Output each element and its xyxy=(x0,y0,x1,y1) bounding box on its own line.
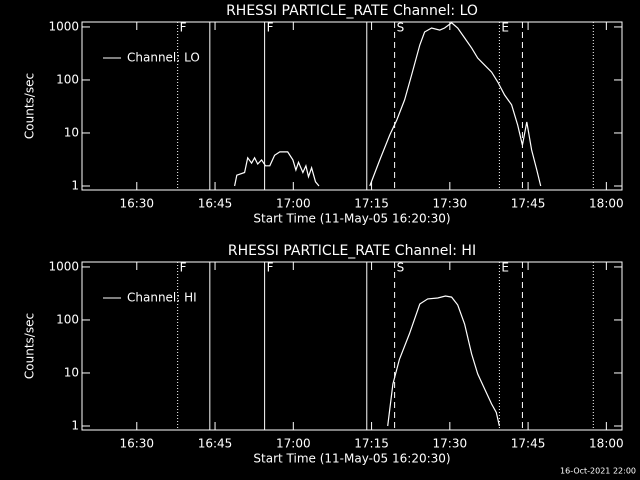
x-tick-label: 16:30 xyxy=(119,437,154,451)
x-tick-label: 17:00 xyxy=(276,437,311,451)
x-tick-label: 16:45 xyxy=(198,197,233,211)
marker-label: F xyxy=(267,21,274,35)
x-tick-label: 17:15 xyxy=(354,197,389,211)
chart-title: RHESSI PARTICLE_RATE Channel: LO xyxy=(226,3,478,19)
data-line xyxy=(369,22,542,187)
plot-frame xyxy=(81,261,623,431)
x-tick-label: 17:00 xyxy=(276,197,311,211)
marker-label: F xyxy=(267,261,274,275)
y-tick-label: 1000 xyxy=(48,19,79,33)
y-tick-label: 10 xyxy=(64,125,79,139)
y-tick-label: 10 xyxy=(64,365,79,379)
y-axis-label: Counts/sec xyxy=(23,313,37,379)
x-tick-label: 17:15 xyxy=(354,437,389,451)
y-axis-label: Counts/sec xyxy=(23,73,37,139)
y-tick-label: 1 xyxy=(71,418,79,432)
x-tick-label: 18:00 xyxy=(589,197,624,211)
x-axis-label: Start Time (11-May-05 16:20:30) xyxy=(253,452,450,466)
y-tick-label: 100 xyxy=(56,312,79,326)
marker-label: F xyxy=(180,261,187,275)
marker-label: S xyxy=(397,21,405,35)
marker-label: S xyxy=(397,261,405,275)
legend-label: Channel: HI xyxy=(127,291,197,305)
x-tick-label: 16:30 xyxy=(119,197,154,211)
footer-timestamp: 16-Oct-2021 22:00 xyxy=(560,467,636,476)
y-tick-label: 1 xyxy=(71,178,79,192)
data-line xyxy=(387,295,500,427)
y-tick-label: 1000 xyxy=(48,259,79,273)
x-tick-label: 16:45 xyxy=(198,437,233,451)
x-tick-label: 17:30 xyxy=(433,437,468,451)
marker-label: E xyxy=(501,261,509,275)
data-line xyxy=(234,151,320,187)
plot-frame xyxy=(81,21,623,191)
marker-label: E xyxy=(501,21,509,35)
chart-title: RHESSI PARTICLE_RATE Channel: HI xyxy=(228,243,476,259)
x-tick-label: 17:45 xyxy=(511,437,546,451)
y-tick-label: 100 xyxy=(56,72,79,86)
legend-label: Channel: LO xyxy=(127,51,200,65)
x-tick-label: 17:30 xyxy=(433,197,468,211)
x-axis-label: Start Time (11-May-05 16:20:30) xyxy=(253,212,450,226)
x-tick-label: 18:00 xyxy=(589,437,624,451)
marker-label: F xyxy=(180,21,187,35)
x-tick-label: 17:45 xyxy=(511,197,546,211)
